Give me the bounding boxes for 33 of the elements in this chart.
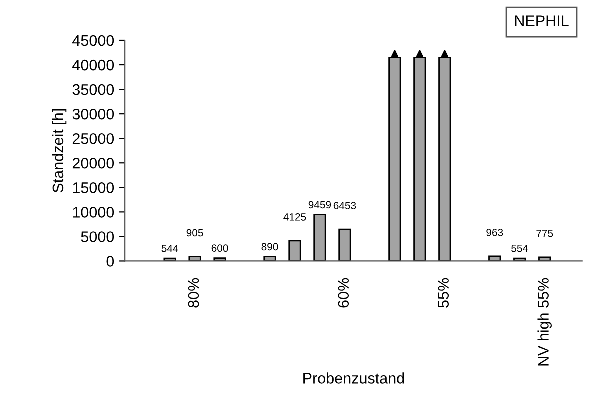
x-tick-label: 60% (338, 278, 350, 308)
data-label: 4125 (284, 214, 306, 221)
data-label: 775 (536, 230, 554, 238)
y-tick-label: 30000 (72, 108, 114, 120)
data-label: 963 (486, 229, 504, 236)
y-tick-label: 20000 (72, 158, 114, 169)
y-tick-label: 35000 (72, 84, 114, 96)
x-tick-label: 55% (438, 278, 450, 308)
x-tick-label: 80% (188, 278, 200, 308)
data-label: 9459 (308, 201, 332, 209)
data-label: 544 (162, 245, 178, 252)
y-tick-label: 45000 (72, 35, 114, 46)
data-label: 890 (262, 243, 278, 251)
x-tick-label: NV high 55% (538, 278, 552, 366)
y-tick-label: 0 (106, 256, 114, 267)
bar (264, 256, 276, 262)
bar (338, 228, 352, 262)
y-tick-label: 15000 (73, 182, 114, 194)
data-label: 600 (212, 244, 228, 252)
data-label: 554 (512, 245, 528, 252)
data-label: 905 (186, 229, 204, 237)
bar (188, 256, 202, 262)
y-tick-label: 40000 (72, 60, 114, 71)
y-tick-label: 10000 (73, 207, 114, 218)
data-label: 6453 (334, 202, 356, 210)
text: NEPHIL (515, 16, 569, 26)
bar (538, 256, 552, 262)
x-axis-title: Probenzustand (304, 372, 404, 384)
y-axis-title: Standzeit [h] (52, 109, 67, 193)
bar (314, 214, 326, 262)
y-tick-label: 25000 (72, 133, 114, 144)
y-tick-label: 5000 (81, 232, 114, 242)
bar (288, 240, 302, 262)
